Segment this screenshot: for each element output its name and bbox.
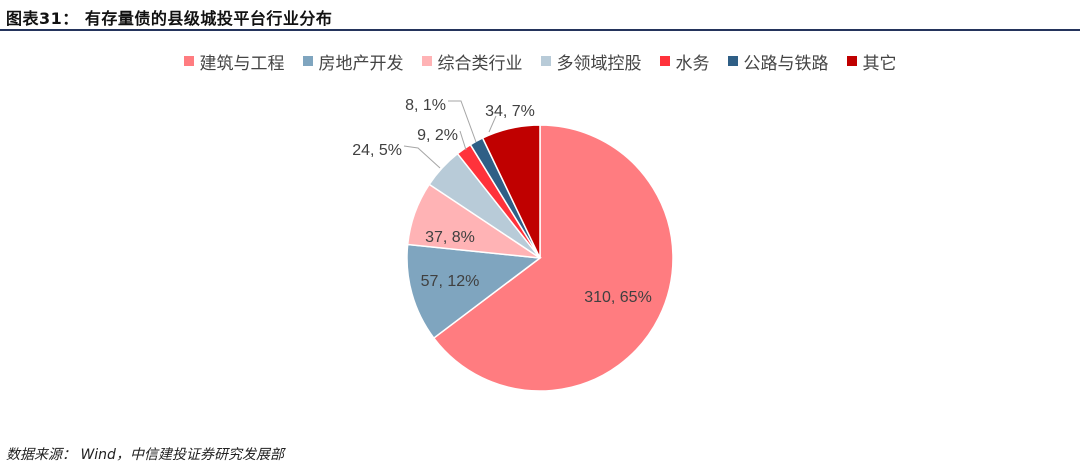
legend-label: 其它 xyxy=(862,53,897,74)
legend-label: 水务 xyxy=(675,53,710,74)
legend-label: 综合类行业 xyxy=(437,53,523,74)
source-note: 数据来源： Wind，中信建投证券研究发展部 xyxy=(6,447,284,463)
data-label: 310, 65% xyxy=(584,289,652,306)
legend-item: 综合类行业 xyxy=(421,49,523,74)
legend-item: 房地产开发 xyxy=(302,49,404,74)
data-label: 37, 8% xyxy=(425,229,475,246)
legend-swatch xyxy=(659,56,670,66)
pie-slice xyxy=(432,124,674,392)
legend-swatch xyxy=(727,56,738,66)
legend-item: 其它 xyxy=(846,49,897,74)
data-label: 8, 1% xyxy=(405,97,446,114)
legend-swatch xyxy=(846,56,857,66)
pie-chart: 310, 65% 57, 12% 37, 8% 24, 5% 9, 2% 8, 1% 34,… xyxy=(352,97,674,392)
leader-line xyxy=(448,100,477,143)
legend-swatch xyxy=(183,56,194,66)
legend-label: 房地产开发 xyxy=(318,53,404,74)
data-label: 9, 2% xyxy=(417,127,458,144)
legend-swatch xyxy=(540,56,551,66)
legend-item: 多领域控股 xyxy=(540,49,642,74)
legend-label: 公路与铁路 xyxy=(743,53,829,74)
figure-title: 图表31： 有存量债的县级城投平台行业分布 xyxy=(6,9,333,28)
legend-label: 建筑与工程 xyxy=(199,53,285,74)
data-label: 24, 5% xyxy=(352,142,402,159)
leader-line xyxy=(403,145,441,169)
legend-swatch xyxy=(421,56,432,66)
data-label: 57, 12% xyxy=(421,273,480,290)
chart-legend: 建筑与工程 房地产开发 综合类行业 多领域控股 水务 公路与铁路 其它 xyxy=(0,48,1080,74)
legend-item: 水务 xyxy=(659,49,710,74)
title-rule xyxy=(0,29,1080,31)
legend-item: 建筑与工程 xyxy=(183,49,285,74)
legend-swatch xyxy=(302,56,313,66)
legend-item: 公路与铁路 xyxy=(727,49,829,74)
data-label: 34, 7% xyxy=(485,103,535,120)
legend-label: 多领域控股 xyxy=(556,53,642,74)
leader-line xyxy=(488,115,497,133)
pie-slice xyxy=(406,243,542,340)
pie-slice xyxy=(481,124,541,259)
leader-line xyxy=(459,130,467,151)
header: 图表31： 有存量债的县级城投平台行业分布 xyxy=(0,0,1080,32)
